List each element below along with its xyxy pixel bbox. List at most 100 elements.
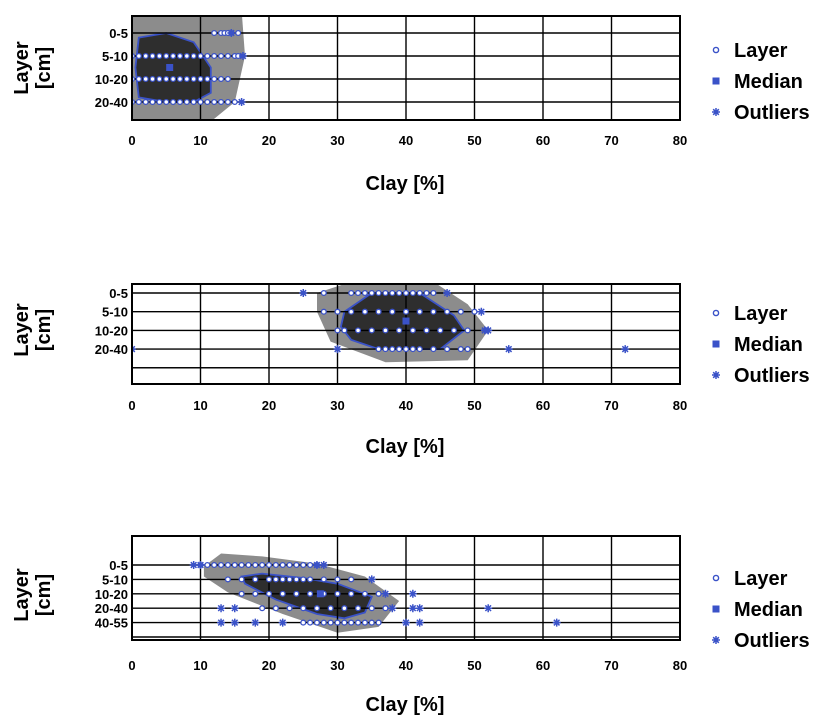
layer-point [382, 327, 389, 334]
layer-point [156, 75, 163, 83]
layer-point [375, 619, 382, 626]
layer-point [183, 75, 190, 83]
layer-point [320, 576, 327, 583]
layer-point [368, 327, 375, 334]
layer-point [224, 52, 231, 60]
outlier-point [196, 561, 205, 569]
layer-point [190, 75, 197, 83]
layer-point [348, 576, 355, 583]
outlier-point [299, 289, 308, 297]
layer-point [334, 619, 341, 626]
legend-label: Layer [734, 568, 788, 590]
layer-point [396, 289, 403, 297]
y-tick-label: 10-20 [95, 72, 128, 87]
x-tick-label: 60 [536, 133, 550, 148]
layer-point [149, 75, 156, 83]
x-axis-title: Clay [%] [366, 694, 445, 716]
layer-point [218, 561, 225, 569]
layer-point [307, 576, 314, 583]
layer-point [265, 561, 273, 569]
layer-point [231, 561, 238, 569]
outlier-point [552, 618, 561, 627]
layer-point [348, 590, 355, 597]
outlier-point [217, 618, 226, 627]
legend-marker-median [712, 605, 720, 613]
outlier-point [388, 604, 397, 613]
outlier-point [227, 29, 236, 37]
layer-point [279, 576, 286, 583]
y-axis-title-line: [cm] [33, 574, 55, 616]
layer-point [423, 327, 430, 334]
legend: Layer Median Outliers [712, 303, 810, 387]
layer-point [170, 98, 177, 106]
layer-point [197, 52, 204, 60]
layer-point [389, 289, 396, 297]
outlier-point [415, 618, 424, 627]
layer-point [464, 346, 471, 353]
y-axis-title-line: Layer [11, 568, 33, 622]
median-point [402, 317, 410, 325]
x-tick-label: 30 [330, 398, 344, 413]
y-axis-title-line: [cm] [33, 309, 55, 351]
y-tick-label: 10-20 [95, 323, 128, 338]
legend-marker-outliers [712, 371, 720, 379]
outlier-point [480, 326, 489, 335]
legend: Layer Median Outliers [712, 40, 810, 124]
x-tick-label: 30 [330, 658, 344, 673]
outlier-point [381, 589, 390, 598]
layer-point [382, 289, 389, 297]
layer-point [176, 52, 184, 60]
layer-point [334, 590, 341, 597]
layer-point [231, 98, 238, 106]
layer-point [430, 346, 437, 353]
layer-point [286, 605, 293, 612]
x-tick-label: 40 [399, 398, 413, 413]
layer-point [389, 346, 396, 353]
x-tick-label: 20 [262, 398, 276, 413]
y-tick-label: 5-10 [102, 49, 128, 64]
legend-label: Outliers [734, 102, 810, 124]
layer-point [457, 346, 464, 353]
outlier-point [319, 561, 328, 569]
layer-point [402, 308, 410, 315]
layer-point [259, 561, 266, 569]
y-tick-label: 0-5 [109, 286, 128, 301]
layer-point [341, 327, 348, 334]
legend-label: Outliers [734, 365, 810, 387]
layer-point [135, 75, 142, 83]
layer-point [211, 98, 218, 106]
outlier-point [278, 618, 287, 627]
outlier-point [443, 289, 452, 297]
outlier-point [477, 307, 486, 316]
x-tick-label: 0 [128, 398, 135, 413]
layer-point [444, 346, 451, 353]
layer-point [204, 98, 211, 106]
layer-point [396, 346, 403, 353]
layer-point [341, 605, 348, 612]
plot-content [132, 16, 680, 120]
outlier-point [408, 604, 417, 613]
x-tick-label: 30 [330, 133, 344, 148]
layer-point [224, 75, 231, 83]
layer-point [361, 308, 368, 315]
legend-marker-outliers [712, 108, 720, 116]
outlier-point [402, 618, 410, 627]
x-tick-label: 50 [467, 398, 481, 413]
layer-point [170, 52, 177, 60]
x-tick-label: 20 [262, 658, 276, 673]
legend-marker-median [712, 77, 720, 85]
median-point [316, 590, 324, 598]
layer-point [402, 289, 410, 297]
layer-point [348, 289, 355, 297]
layer-point [396, 327, 403, 334]
layer-point [300, 605, 307, 612]
legend-label: Layer [734, 40, 788, 62]
plot-content [132, 536, 680, 640]
layer-point [163, 98, 170, 106]
legend-marker-outliers [712, 636, 720, 644]
layer-point [265, 576, 273, 583]
layer-point [430, 289, 437, 297]
layer-point [272, 576, 279, 583]
layer-point [142, 52, 149, 60]
